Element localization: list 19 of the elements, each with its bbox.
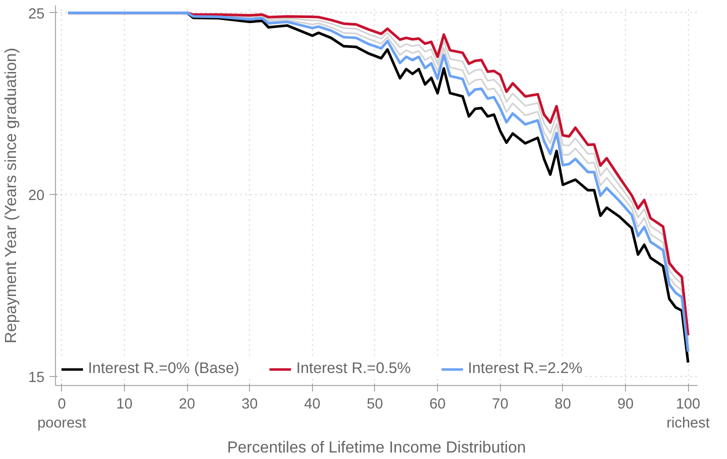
x-tick-label: 80	[554, 396, 571, 412]
x-tick-label: 40	[304, 396, 320, 412]
x-tick-label: 30	[242, 396, 258, 412]
x-tick-label: 10	[116, 396, 133, 412]
x-tick-label: 90	[617, 396, 634, 412]
x-tick-label: 60	[429, 396, 446, 412]
legend-label: Interest R.=2.2%	[468, 360, 582, 378]
x-tick-label: 0 poorest	[37, 396, 86, 432]
x-tick-label: 50	[366, 396, 384, 412]
x-axis-title: Percentiles of Lifetime Income Distribution	[227, 440, 526, 457]
legend-label: Interest R.=0% (Base)	[88, 360, 240, 378]
y-tick-label: 15	[28, 370, 45, 386]
y-axis-title: Repayment Year (Years since graduation)	[3, 48, 20, 344]
x-tick-label: 70	[492, 396, 508, 412]
x-tick-label: 100 richest	[666, 396, 710, 432]
legend-label: Interest R.=0.5%	[296, 360, 411, 378]
y-tick-label: 20	[28, 188, 45, 204]
y-tick-label: 25	[28, 6, 45, 22]
x-tick-label: 20	[178, 396, 196, 412]
